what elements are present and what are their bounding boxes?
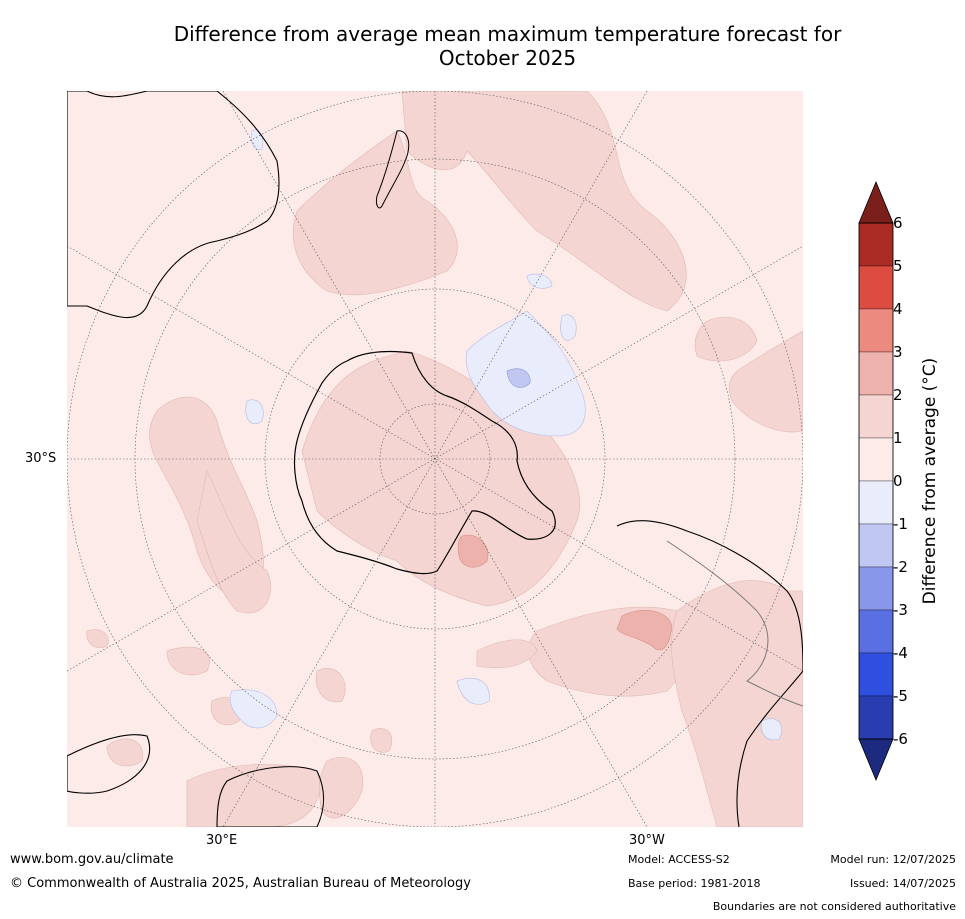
colorbar-bin	[858, 695, 894, 740]
colorbar-bins	[858, 222, 894, 740]
colorbar-bin	[858, 523, 894, 568]
colorbar-tick-label: 0	[893, 472, 903, 490]
colorbar-tick-label: 2	[893, 386, 903, 404]
colorbar-tick-label: -5	[893, 687, 908, 705]
south-america-boundaries	[666, 540, 803, 707]
colorbar-bin	[858, 652, 894, 697]
colorbar-frame	[858, 222, 894, 740]
colorbar-tick-label: 6	[893, 214, 903, 232]
colorbar-tick-label: 3	[893, 343, 903, 361]
colorbar-tick-label: -1	[893, 515, 908, 533]
footer-copyright: © Commonwealth of Australia 2025, Austra…	[10, 876, 471, 891]
colorbar-bin	[858, 609, 894, 654]
colorbar-bin	[858, 308, 894, 353]
colorbar-tick-label: -2	[893, 558, 908, 576]
footer-issued: Issued: 14/07/2025	[849, 877, 956, 890]
colorbar-tick-label: -4	[893, 644, 908, 662]
colorbar-bin	[858, 351, 894, 396]
colorbar-tick-label: 1	[893, 429, 903, 447]
colorbar-tick-label: -6	[893, 730, 908, 748]
africa-coastline	[67, 734, 325, 827]
temperature-anomaly-map	[67, 91, 803, 827]
lon-label-30e: 30°E	[206, 833, 238, 848]
colorbar-bin	[858, 222, 894, 267]
new-zealand-coastline	[376, 130, 410, 209]
footer-url: www.bom.gov.au/climate	[10, 852, 174, 867]
graticule	[67, 91, 803, 827]
anomaly-minus-1-to-2-regions	[506, 368, 531, 388]
colorbar-tick-label: 4	[893, 300, 903, 318]
footer-model: Model: ACCESS-S2	[628, 853, 730, 866]
footer-model-run: Model run: 12/07/2025	[830, 853, 956, 866]
antarctica-coastline	[293, 350, 556, 575]
anomaly-1-to-2-regions	[86, 91, 803, 827]
lat-label-30s: 30°S	[25, 451, 57, 466]
colorbar-label: Difference from average (°C)	[920, 358, 940, 605]
australia-coastline	[67, 91, 280, 319]
colorbar-under-triangle	[858, 738, 894, 782]
colorbar-bin	[858, 437, 894, 482]
title-line-2: October 2025	[438, 46, 577, 70]
colorbar-tick-label: 5	[893, 257, 903, 275]
lon-label-30w: 30°W	[629, 833, 665, 848]
colorbar-over-triangle	[858, 180, 894, 224]
colorbar-bin	[858, 265, 894, 310]
footer-base-period: Base period: 1981-2018	[628, 877, 761, 890]
colorbar: 6 5 4 3 2 1 0 -1 -2 -3 -4 -5 -6 Difference from aver…	[858, 180, 940, 782]
colorbar-bin	[858, 480, 894, 525]
anomaly-2-to-3-regions	[457, 534, 673, 651]
footer-boundaries: Boundaries are not considered authoritat…	[712, 900, 956, 913]
title-line-1: Difference from average mean maximum tem…	[173, 22, 842, 46]
colorbar-bin	[858, 566, 894, 611]
south-america-coastline	[616, 520, 803, 827]
chart-title: Difference from average mean maximum tem…	[60, 22, 955, 70]
colorbar-bin	[858, 394, 894, 439]
colorbar-tick-label: -3	[893, 601, 908, 619]
colorbar-ticks: 6 5 4 3 2 1 0 -1 -2 -3 -4 -5 -6	[893, 214, 908, 748]
